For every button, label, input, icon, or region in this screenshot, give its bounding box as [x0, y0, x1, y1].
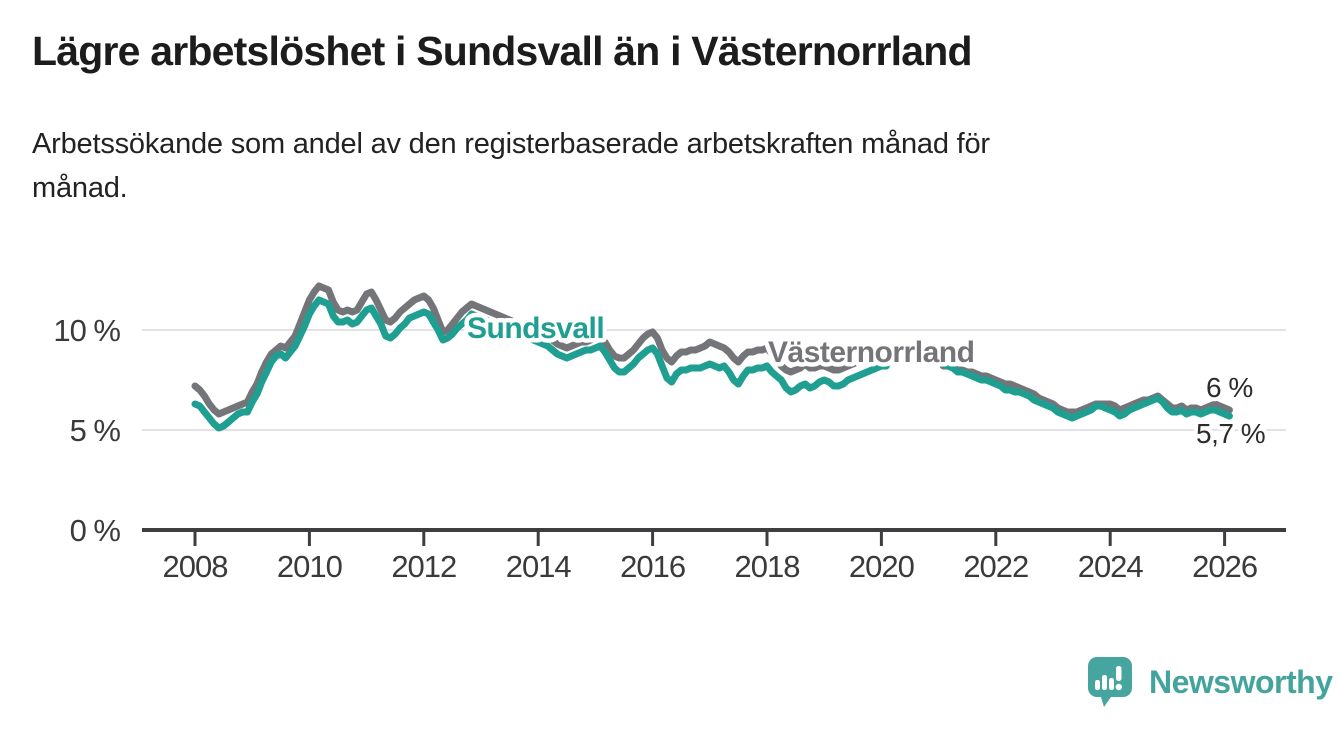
x-tick-label: 2020: [849, 549, 915, 584]
logo-exclamation-stem: [1116, 666, 1122, 681]
end-value-label-västernorrland: 6 %: [1206, 372, 1253, 403]
newsworthy-branding: Newsworthy: [1086, 656, 1333, 708]
series-label-västernorrland: Västernorrland: [768, 336, 974, 369]
x-tick-label: 2014: [506, 549, 572, 584]
chart-labels: 10 % 5 % 0 % 2008 2010 2012 2014 2016 2018 2020 20…: [53, 308, 1269, 585]
newsworthy-logo-icon: [1088, 657, 1132, 707]
newsworthy-wordmark: Newsworthy: [1149, 664, 1333, 700]
series-line-sundsvall: [191, 296, 890, 432]
series-label-sundsvall: Sundsvall: [467, 312, 604, 345]
x-tick-label: 2010: [277, 549, 343, 584]
x-tick-label: 2018: [735, 549, 800, 584]
gridlines: [142, 329, 1286, 431]
series-line-västernorrland: [191, 282, 890, 418]
end-value-label-sundsvall: 5,7 %: [1196, 418, 1265, 449]
x-tick-label: 2008: [163, 549, 228, 584]
unemployment-line-chart: 10 % 5 % 0 % 2008 2010 2012 2014 2016 2018 2020 20…: [53, 282, 1286, 585]
series-line-sundsvall: [939, 360, 1233, 422]
series-lines: [191, 282, 1233, 432]
logo-bar-3: [1109, 678, 1114, 690]
y-tick-label: 0 %: [70, 513, 121, 548]
x-tick-label: 2024: [1078, 549, 1144, 584]
x-tick-label: 2016: [620, 549, 685, 584]
logo-bar-2: [1102, 675, 1107, 690]
x-tick-label: 2012: [391, 549, 456, 584]
x-tick-label: 2022: [963, 549, 1028, 584]
chart-subtitle: Arbetssökande som andel av den registerb…: [32, 128, 990, 204]
page-title: Lägre arbetslöshet i Sundsvall än i Väst…: [32, 28, 973, 74]
logo-exclamation-dot: [1115, 683, 1122, 691]
y-tick-label: 5 %: [70, 413, 121, 448]
y-tick-label: 10 %: [53, 313, 120, 348]
series-line-västernorrland: [939, 362, 1233, 416]
logo-bar-1: [1095, 680, 1100, 690]
x-axis: [142, 528, 1286, 546]
x-tick-label: 2026: [1192, 549, 1257, 584]
